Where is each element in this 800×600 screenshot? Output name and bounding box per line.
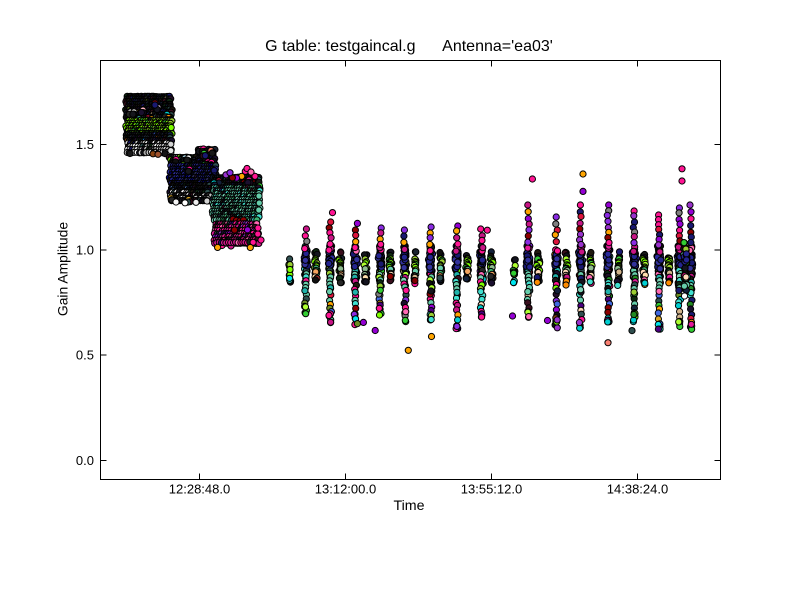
svg-text:0.0: 0.0 xyxy=(76,453,94,468)
svg-text:13:55:12.0: 13:55:12.0 xyxy=(461,482,522,497)
svg-text:0.5: 0.5 xyxy=(76,348,94,363)
svg-text:13:12:00.0: 13:12:00.0 xyxy=(315,482,376,497)
svg-text:Gain Amplitude: Gain Amplitude xyxy=(54,222,70,316)
svg-text:14:38:24.0: 14:38:24.0 xyxy=(607,482,668,497)
svg-text:12:28:48.0: 12:28:48.0 xyxy=(169,482,230,497)
svg-text:1.0: 1.0 xyxy=(76,243,94,258)
svg-text:1.5: 1.5 xyxy=(76,137,94,152)
svg-text:Time: Time xyxy=(393,498,424,514)
svg-text:G table: testgaincal.g An: G table: testgaincal.g Antenna='ea03' xyxy=(265,38,553,55)
